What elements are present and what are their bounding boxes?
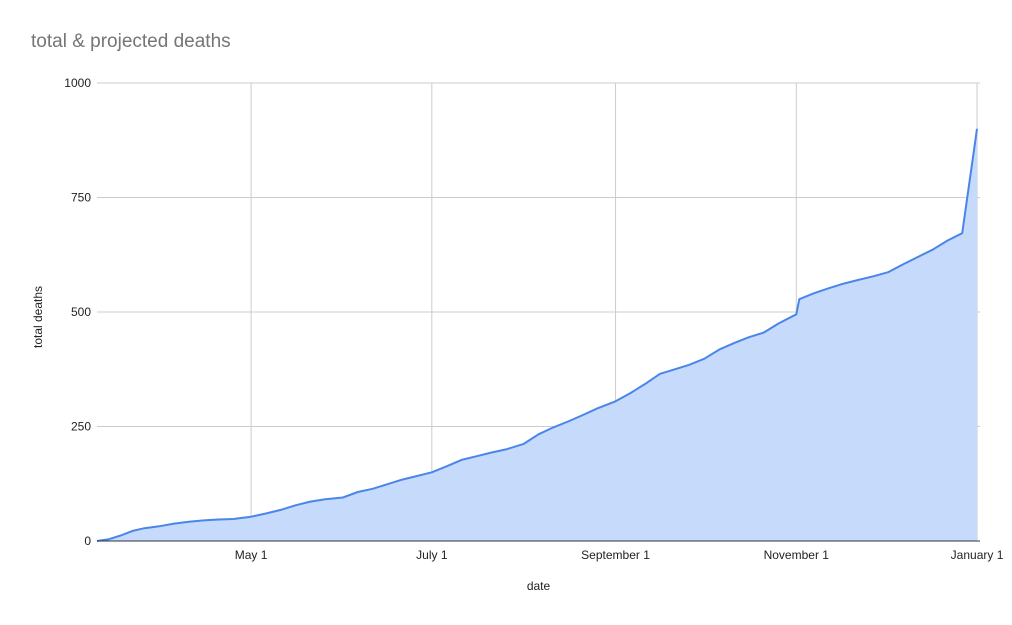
series-area-fill [97, 128, 977, 542]
x-tick-label: September 1 [581, 548, 650, 562]
x-axis-title: date [527, 579, 551, 593]
y-axis-ticks: 0 250 500 750 1000 [64, 76, 91, 548]
x-tick-label: November 1 [764, 548, 830, 562]
y-tick-label: 1000 [64, 76, 91, 90]
y-tick-label: 750 [71, 191, 91, 205]
x-tick-label: May 1 [235, 548, 268, 562]
y-tick-label: 500 [71, 305, 91, 319]
x-axis-ticks: May 1 July 1 September 1 November 1 January … [235, 548, 1004, 562]
x-tick-label: July 1 [416, 548, 448, 562]
x-tick-label: January 1 [951, 548, 1004, 562]
y-tick-label: 250 [71, 420, 91, 434]
y-axis-title: total deaths [31, 286, 45, 348]
y-tick-label: 0 [84, 534, 91, 548]
chart-title: total & projected deaths [31, 31, 231, 52]
series-line [96, 128, 978, 542]
